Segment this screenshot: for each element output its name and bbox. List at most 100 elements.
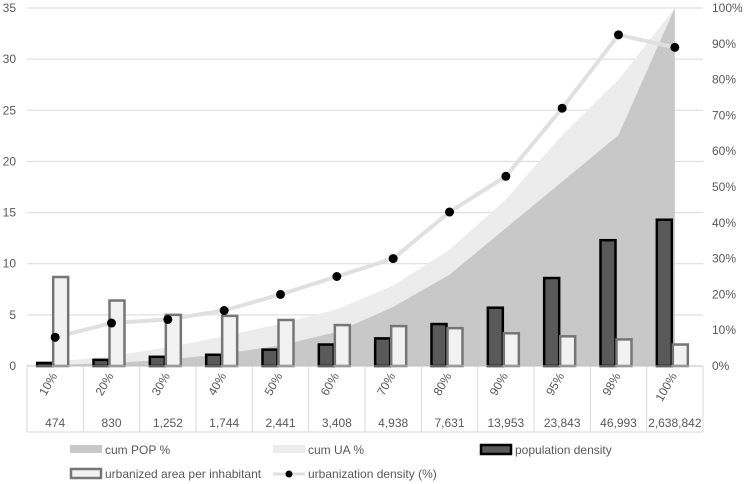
urbanization-density-marker (50, 332, 60, 342)
y-left-tick-label: 30 (3, 52, 17, 66)
sub-category-label: 23,843 (544, 416, 581, 430)
y-right-tick-label: 20% (712, 287, 736, 301)
urbanized-area-bar (615, 338, 633, 368)
category-label: 90% (487, 370, 511, 398)
category-label: 10% (36, 370, 60, 398)
y-left-tick-label: 0 (9, 359, 16, 373)
legend-label: urbanization density (%) (308, 467, 437, 481)
urbanization-density-marker (332, 272, 342, 281)
y-right-tick-label: 70% (712, 108, 736, 122)
y-right-tick-label: 90% (712, 37, 736, 51)
y-left-tick-label: 35 (3, 1, 17, 15)
y-right-tick-label: 60% (712, 144, 736, 158)
y-axis-left: 0 5 10 15 20 25 30 35 (3, 1, 17, 373)
y-left-tick-label: 5 (9, 308, 16, 322)
x-axis-categories: 10% 20% 30% 40% 50% 60% 70% 80% 90% 95% 98% 100% 474… (36, 370, 702, 430)
population-density-bar (204, 353, 223, 368)
category-label: 98% (599, 370, 623, 398)
category-label: 70% (374, 370, 398, 398)
y-right-tick-label: 30% (712, 252, 736, 266)
urbanized-area-bar (671, 343, 690, 368)
legend-swatch (273, 445, 305, 453)
urbanization-density-marker (388, 254, 398, 264)
category-label: 40% (205, 370, 229, 398)
urbanization-density-marker (670, 42, 680, 52)
category-label: 100% (652, 370, 680, 404)
axes (26, 365, 704, 433)
sub-category-label: 3,408 (322, 416, 352, 430)
legend-label: population density (515, 443, 612, 457)
sub-category-label: 2,441 (265, 416, 295, 430)
legend-label: cum POP % (105, 443, 170, 457)
urbanization-density-marker (219, 306, 229, 316)
y-axis-right: 0% 10% 20% 30% 40% 50% 60% 70% 80% 90% 100% (712, 1, 743, 373)
category-label: 30% (149, 370, 173, 398)
urbanization-density-line (54, 32, 676, 340)
urbanization-density-marker (276, 289, 285, 299)
urbanization-density-marker (107, 318, 116, 328)
sub-category-label: 474 (45, 416, 65, 430)
urbanization-density-marker (163, 314, 173, 324)
category-label: 95% (543, 370, 567, 398)
legend: cum POP % cum UA % population density urban… (69, 443, 612, 481)
line-series (54, 32, 676, 340)
y-left-tick-label: 25 (3, 103, 17, 117)
area-cum-pop- (55, 8, 675, 366)
category-label: 20% (92, 370, 116, 398)
y-right-tick-label: 100% (712, 1, 743, 15)
population-density-bar (261, 348, 279, 368)
category-label: 50% (261, 370, 285, 398)
bar-series (35, 218, 690, 368)
legend-swatch (479, 443, 513, 456)
population-density-bar (148, 355, 167, 368)
sub-category-label: 2,638,842 (648, 416, 702, 430)
sub-category-label: 830 (101, 416, 121, 430)
urbanized-area-bar (108, 299, 126, 368)
y-left-tick-label: 15 (3, 206, 17, 220)
marker-series (50, 30, 680, 342)
sub-category-label: 4,938 (378, 416, 408, 430)
legend-label: cum UA % (308, 443, 364, 457)
urbanization-density-marker (614, 30, 623, 40)
sub-category-label: 13,953 (487, 416, 524, 430)
urbanization-density-marker (501, 171, 511, 181)
y-left-tick-label: 20 (3, 154, 17, 168)
population-density-bar (92, 358, 110, 368)
urbanization-density-marker (557, 103, 567, 113)
population-density-bar (486, 306, 505, 368)
y-right-tick-label: 40% (712, 216, 736, 230)
legend-swatch (69, 467, 103, 480)
population-density-bar (317, 343, 336, 368)
sub-category-label: 7,631 (434, 416, 464, 430)
gridlines (27, 7, 703, 316)
population-density-bar (373, 337, 392, 368)
legend-swatch (70, 445, 102, 453)
y-right-tick-label: 0% (712, 359, 730, 373)
urbanized-area-bar (51, 275, 70, 368)
urbanized-area-bar (333, 323, 352, 368)
y-right-tick-label: 80% (712, 73, 736, 87)
urbanized-area-bar (277, 318, 295, 368)
population-density-bar (542, 276, 561, 368)
y-right-tick-label: 50% (712, 180, 736, 194)
sub-category-label: 1,252 (153, 416, 183, 430)
population-density-bar (655, 218, 674, 368)
sub-category-label: 46,993 (600, 416, 637, 430)
population-density-bar (599, 238, 617, 368)
legend-label: urbanized area per inhabitant (105, 467, 262, 481)
urbanization-density-marker (445, 207, 454, 217)
category-label: 80% (430, 370, 454, 398)
sub-category-label: 1,744 (209, 416, 239, 430)
urbanized-area-bar (558, 335, 577, 368)
urbanized-area-bar (446, 326, 464, 368)
legend-marker (285, 470, 293, 478)
y-right-tick-label: 10% (712, 323, 736, 337)
urbanized-area-bar (502, 332, 521, 368)
urbanized-area-bar (220, 314, 239, 368)
urbanized-area-bar (389, 324, 408, 368)
area-series (55, 8, 675, 366)
y-left-tick-label: 10 (3, 257, 17, 271)
category-label: 60% (318, 370, 342, 398)
population-density-bar (430, 322, 448, 368)
